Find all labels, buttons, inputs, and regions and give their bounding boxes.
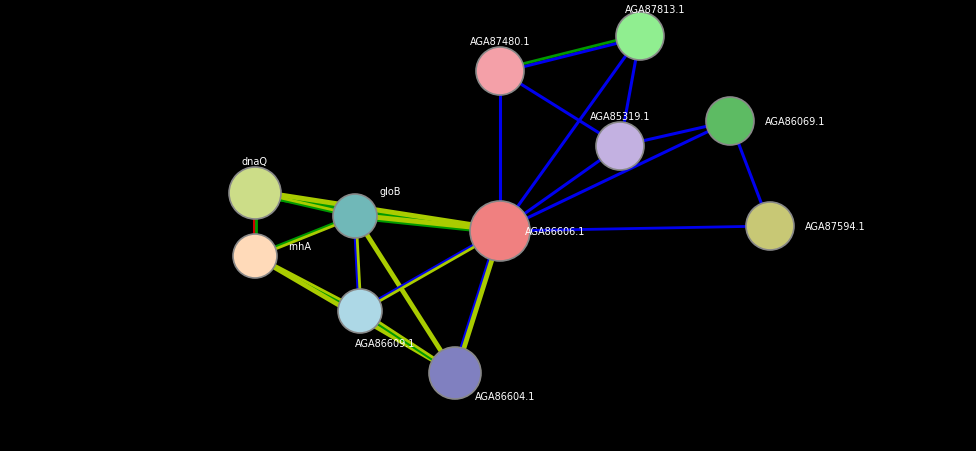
Circle shape [429, 347, 481, 399]
Circle shape [229, 168, 281, 220]
Text: rnhA: rnhA [289, 241, 311, 252]
Circle shape [476, 48, 524, 96]
Text: AGA86606.1: AGA86606.1 [525, 226, 586, 236]
Text: AGA85319.1: AGA85319.1 [590, 112, 650, 122]
Circle shape [706, 98, 754, 146]
Circle shape [233, 235, 277, 278]
Circle shape [596, 123, 644, 170]
Circle shape [616, 13, 664, 61]
Text: AGA87480.1: AGA87480.1 [469, 37, 530, 47]
Circle shape [470, 202, 530, 262]
Text: AGA86609.1: AGA86609.1 [355, 338, 415, 348]
Text: gloB: gloB [380, 187, 401, 197]
Circle shape [746, 202, 794, 250]
Text: AGA87594.1: AGA87594.1 [804, 221, 866, 231]
Circle shape [333, 194, 377, 239]
Text: dnaQ: dnaQ [242, 156, 268, 166]
Text: AGA86604.1: AGA86604.1 [474, 391, 535, 401]
Text: AGA86069.1: AGA86069.1 [765, 117, 825, 127]
Text: AGA87813.1: AGA87813.1 [625, 5, 685, 15]
Circle shape [338, 290, 382, 333]
